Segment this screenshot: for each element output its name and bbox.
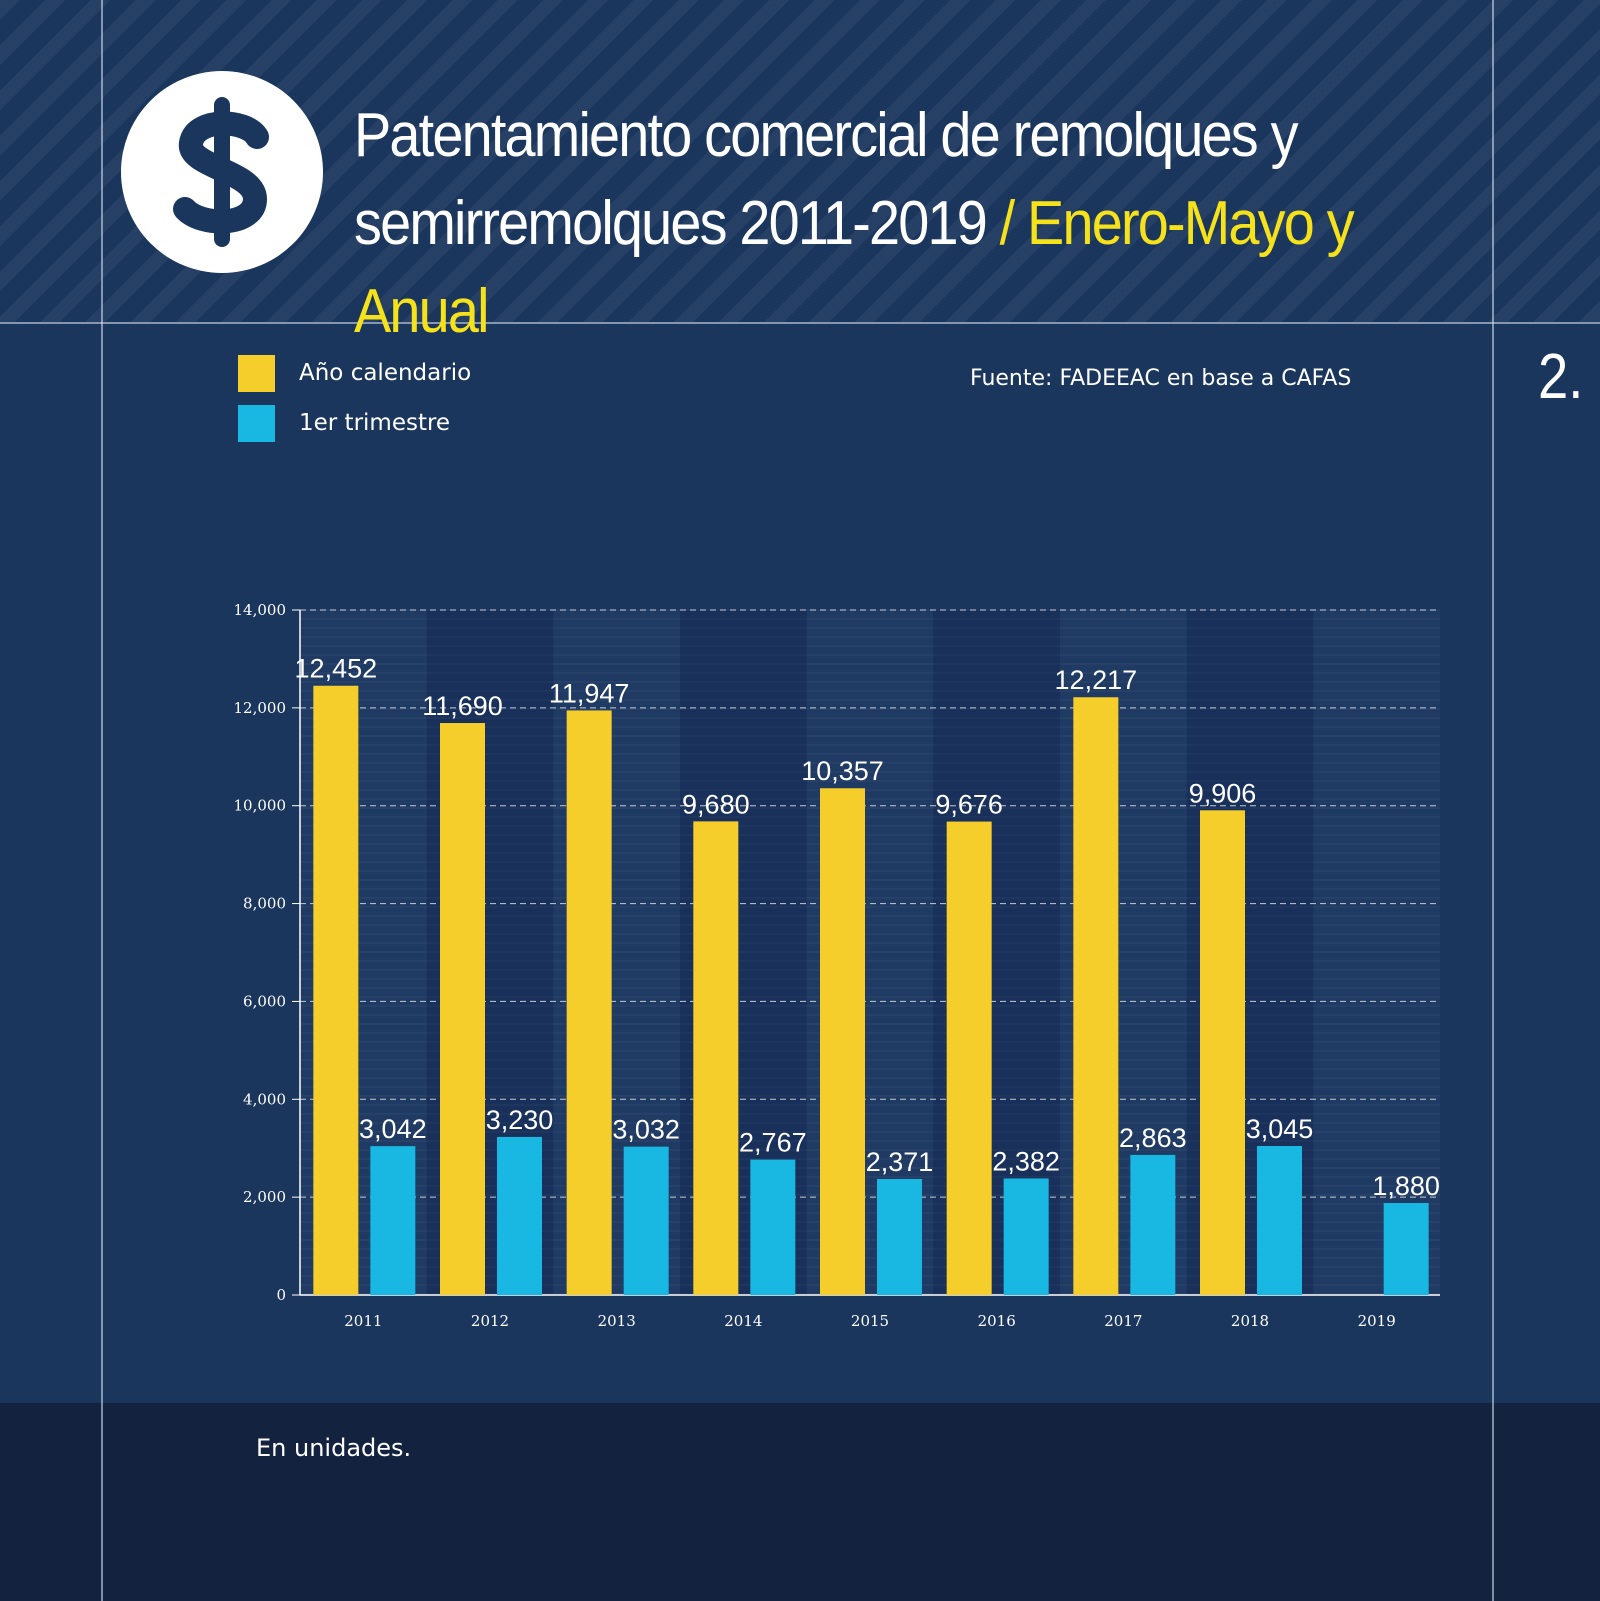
data-label-quarter: 2,863: [1119, 1123, 1187, 1153]
x-tick-label: 2015: [851, 1312, 889, 1330]
bar-quarter: [623, 1146, 669, 1295]
bar-quarter: [370, 1146, 416, 1295]
bar-annual: [820, 788, 865, 1295]
data-label-annual: 9,906: [1189, 778, 1257, 808]
data-label-quarter: 2,371: [866, 1147, 934, 1177]
data-label-quarter: 3,230: [486, 1105, 554, 1135]
page-title: Patentamiento comercial de remolques y s…: [354, 92, 1389, 356]
bar-annual: [1073, 697, 1119, 1295]
x-tick-label: 2013: [598, 1312, 636, 1330]
bar-annual: [440, 723, 485, 1295]
title-main: Patentamiento comercial de remolques y s…: [354, 101, 1299, 258]
footer-band: [0, 1403, 1600, 1601]
dollar-icon: [121, 71, 323, 273]
x-tick-label: 2014: [724, 1312, 762, 1330]
bar-quarter: [1003, 1178, 1049, 1295]
header-band: [0, 0, 1600, 322]
data-label-annual: 9,680: [682, 789, 750, 819]
bar-quarter: [1383, 1203, 1429, 1295]
source-note: Fuente: FADEEAC en base a CAFAS: [970, 366, 1352, 391]
data-label-quarter: 3,042: [359, 1114, 427, 1144]
legend-item-annual: Año calendario: [238, 354, 471, 392]
x-tick-label: 2017: [1104, 1312, 1142, 1330]
y-tick-label: 4,000: [243, 1090, 286, 1108]
data-label-quarter: 3,045: [1246, 1114, 1314, 1144]
y-tick-label: 0: [276, 1286, 286, 1304]
bar-annual: [693, 821, 739, 1295]
right-guide-line: [1492, 0, 1494, 1601]
bar-annual: [1200, 810, 1245, 1295]
y-tick-label: 2,000: [243, 1188, 286, 1206]
bar-annual: [566, 710, 612, 1295]
left-guide-line: [101, 0, 103, 1601]
y-tick-label: 10,000: [234, 797, 287, 815]
x-tick-label: 2012: [471, 1312, 509, 1330]
y-tick-label: 6,000: [243, 992, 286, 1010]
data-label-annual: 11,947: [549, 678, 630, 708]
section-number: 2.: [1538, 340, 1584, 412]
x-tick-label: 2016: [978, 1312, 1016, 1330]
x-tick-label: 2018: [1231, 1312, 1269, 1330]
legend-swatch-quarter: [238, 404, 275, 442]
data-label-quarter: 2,382: [992, 1146, 1060, 1176]
bar-annual: [946, 821, 992, 1295]
data-label-annual: 9,676: [935, 790, 1003, 820]
x-tick-label: 2019: [1358, 1312, 1396, 1330]
units-note: En unidades.: [256, 1434, 412, 1462]
bar-quarter: [750, 1159, 796, 1295]
header-divider: [0, 322, 1600, 324]
y-tick-label: 14,000: [234, 601, 287, 619]
y-tick-label: 8,000: [243, 895, 286, 913]
y-tick-label: 12,000: [234, 699, 287, 717]
x-tick-label: 2011: [344, 1312, 382, 1330]
data-label-quarter: 1,880: [1372, 1171, 1440, 1201]
data-label-annual: 10,357: [801, 756, 884, 786]
data-label-quarter: 3,032: [612, 1115, 680, 1145]
bar-quarter: [1130, 1154, 1176, 1295]
legend-label-annual: Año calendario: [299, 360, 472, 386]
data-label-annual: 12,217: [1055, 665, 1138, 695]
bar-quarter: [877, 1178, 922, 1295]
bar-quarter: [497, 1136, 542, 1295]
bar-quarter: [1257, 1146, 1302, 1295]
legend-item-quarter: 1er trimestre: [238, 404, 450, 442]
bar-annual: [313, 685, 359, 1295]
legend-label-quarter: 1er trimestre: [299, 410, 451, 436]
title-accent: / Enero-Mayo y Anual: [354, 189, 1355, 346]
data-label-quarter: 2,767: [739, 1128, 807, 1158]
data-label-annual: 12,452: [295, 654, 378, 684]
legend-swatch-annual: [238, 354, 275, 392]
data-label-annual: 11,690: [422, 691, 503, 721]
column-band: [1313, 610, 1440, 1295]
